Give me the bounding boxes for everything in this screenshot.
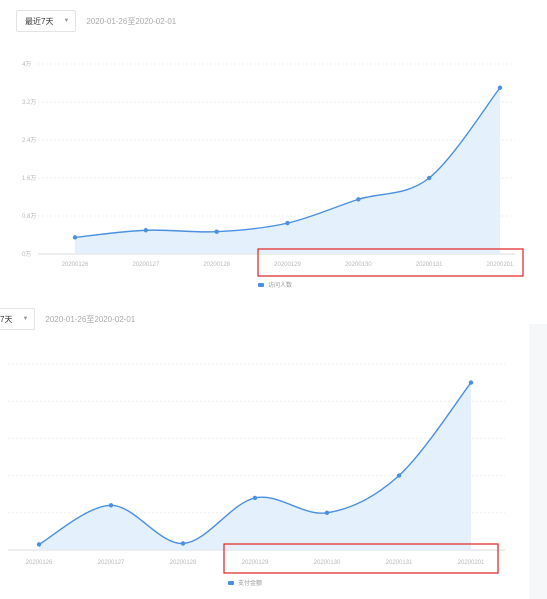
x-tick-label: 20200126 [62, 262, 89, 268]
data-point [426, 175, 432, 181]
data-point [36, 542, 42, 547]
chevron-down-icon: ▼ [22, 316, 29, 322]
data-point [396, 473, 402, 478]
chart-payment: 20200126 20200127 20200128 20200129 20200130… [8, 363, 505, 574]
filter-bar: 7天 ▼ 2020-01-26至2020-02-01 [0, 308, 135, 330]
legend[interactable]: 访问人数 [258, 280, 292, 289]
series-area [39, 382, 471, 550]
x-tick-label: 20200128 [203, 262, 230, 268]
x-tick-label: 20200127 [98, 560, 125, 566]
x-tick-label: 20200127 [132, 262, 159, 268]
y-tick-label: 4万 [22, 61, 31, 68]
chevron-down-icon: ▼ [63, 18, 70, 24]
x-tick-label: 20200128 [170, 560, 197, 566]
series-area [75, 87, 500, 254]
data-point [72, 235, 78, 240]
data-point [214, 229, 219, 234]
legend-swatch [228, 580, 234, 585]
period-select[interactable]: 最近7天 ▼ [16, 10, 77, 32]
data-point [285, 220, 290, 226]
data-point [356, 197, 361, 202]
date-range: 2020-01-26至2020-02-01 [86, 16, 177, 26]
period-select-value: 7天 [0, 314, 13, 324]
chart-panel-payment: 20200126 20200127 20200128 20200129 20200130… [0, 300, 547, 599]
x-tick-label: 20200131 [416, 262, 443, 268]
y-tick-label: 0万 [22, 251, 31, 258]
legend-label: 访问人数 [268, 283, 293, 289]
date-range: 2020-01-26至2020-02-01 [45, 314, 136, 324]
x-tick-label: 20200201 [458, 560, 485, 566]
legend-label: 支付金额 [238, 581, 263, 587]
x-tick-label: 20200129 [242, 560, 269, 566]
data-point [324, 510, 330, 515]
data-point [497, 85, 503, 90]
highlight-box [223, 543, 499, 574]
y-tick-label: 2.4万 [22, 137, 36, 144]
x-tick-label: 20200129 [274, 262, 301, 268]
x-tick-label: 20200126 [26, 560, 53, 566]
data-point [252, 495, 258, 501]
x-tick-label: 20200131 [386, 560, 413, 566]
legend[interactable]: 支付金额 [228, 578, 262, 587]
data-point [143, 228, 149, 233]
x-tick-label: 20200201 [487, 262, 514, 268]
period-select[interactable]: 7天 ▼ [0, 308, 36, 330]
chart-visitors: 0万 0.8万 1.6万 2.4万 3.2万 4万 20200126 20200127 2020… [22, 61, 524, 277]
x-tick-label: 20200130 [314, 560, 341, 566]
highlight-box [257, 248, 524, 277]
legend-swatch [258, 282, 264, 287]
data-point [108, 503, 114, 508]
y-tick-label: 3.2万 [22, 99, 36, 106]
y-tick-label: 1.6万 [22, 175, 36, 182]
data-point [468, 380, 474, 385]
x-tick-label: 20200130 [345, 262, 372, 268]
period-select-value: 最近7天 [25, 16, 54, 26]
data-point [180, 541, 186, 546]
chart-panel-visitors: 0万 0.8万 1.6万 2.4万 3.2万 4万 20200126 20200127 2020… [16, 10, 524, 289]
scrollbar[interactable] [529, 324, 547, 599]
y-tick-label: 0.8万 [22, 213, 36, 220]
filter-bar: 最近7天 ▼ 2020-01-26至2020-02-01 [16, 10, 176, 32]
